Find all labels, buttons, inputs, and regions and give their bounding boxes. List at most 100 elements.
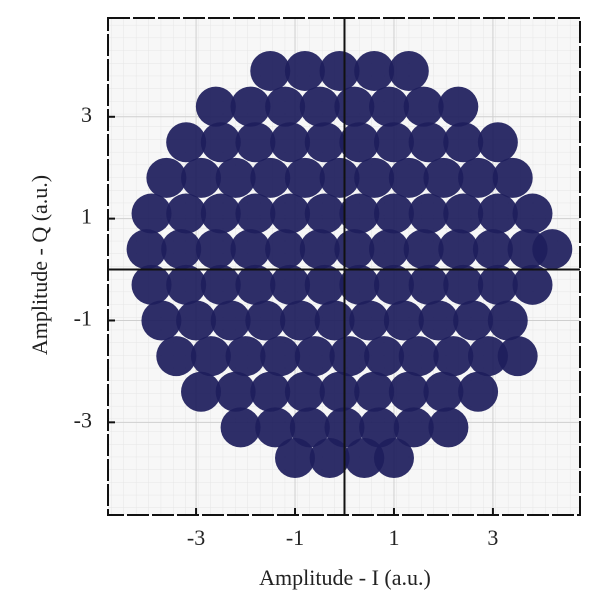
point [403,86,444,127]
point [309,437,350,478]
point [443,122,484,163]
point [225,336,266,377]
point [260,336,301,377]
plot-frame [107,17,581,516]
point [467,336,508,377]
point [408,264,449,305]
point [265,86,306,127]
point [334,86,375,127]
point [166,193,207,234]
point [215,157,256,198]
point [284,371,325,412]
point [200,122,241,163]
point [458,157,499,198]
point [131,193,172,234]
point [492,157,533,198]
point [388,371,429,412]
point [294,336,335,377]
point [383,300,424,341]
point [289,407,330,448]
point [443,264,484,305]
point [166,264,207,305]
point [181,157,222,198]
point [369,86,410,127]
y-tick-label: -1 [74,306,92,331]
y-axis-title: Amplitude - Q (a.u.) [27,175,52,355]
point [477,193,518,234]
point [512,193,553,234]
x-tick-label: 3 [487,525,498,550]
point [284,157,325,198]
point [166,122,207,163]
y-tick-label: 3 [81,102,92,127]
point [210,300,251,341]
point [354,371,395,412]
point [131,264,172,305]
point [200,264,241,305]
point [270,122,311,163]
point [408,193,449,234]
point [403,229,444,270]
point [230,86,271,127]
point [195,229,236,270]
point [176,300,217,341]
point [373,193,414,234]
point [354,157,395,198]
point [245,300,286,341]
point [398,336,439,377]
point [314,300,355,341]
point [304,264,345,305]
x-tick-label: 1 [388,525,399,550]
point [344,437,385,478]
point [369,229,410,270]
point [156,336,197,377]
point [304,122,345,163]
point [270,193,311,234]
point [220,407,261,448]
point [373,264,414,305]
point [181,371,222,412]
point [329,336,370,377]
point [190,336,231,377]
point [458,371,499,412]
point [195,86,236,127]
point [161,229,202,270]
point [250,157,291,198]
point [388,157,429,198]
point [235,264,276,305]
point [443,193,484,234]
point [359,407,400,448]
point [255,407,296,448]
point [354,50,395,91]
point [487,300,528,341]
point [319,50,360,91]
point [438,229,479,270]
point [438,86,479,127]
point [428,407,469,448]
point [477,264,518,305]
point [334,229,375,270]
point [279,300,320,341]
point [284,50,325,91]
point [388,50,429,91]
point [453,300,494,341]
point [250,50,291,91]
point [408,122,449,163]
point [418,300,459,341]
point [215,371,256,412]
point [230,229,271,270]
point [146,157,187,198]
point [339,122,380,163]
x-tick-label: -3 [187,525,205,550]
point [275,437,316,478]
point [200,193,241,234]
point [349,300,390,341]
point [235,193,276,234]
point [472,229,513,270]
point [423,371,464,412]
y-tick-label: 1 [81,204,92,229]
point [235,122,276,163]
point [265,229,306,270]
